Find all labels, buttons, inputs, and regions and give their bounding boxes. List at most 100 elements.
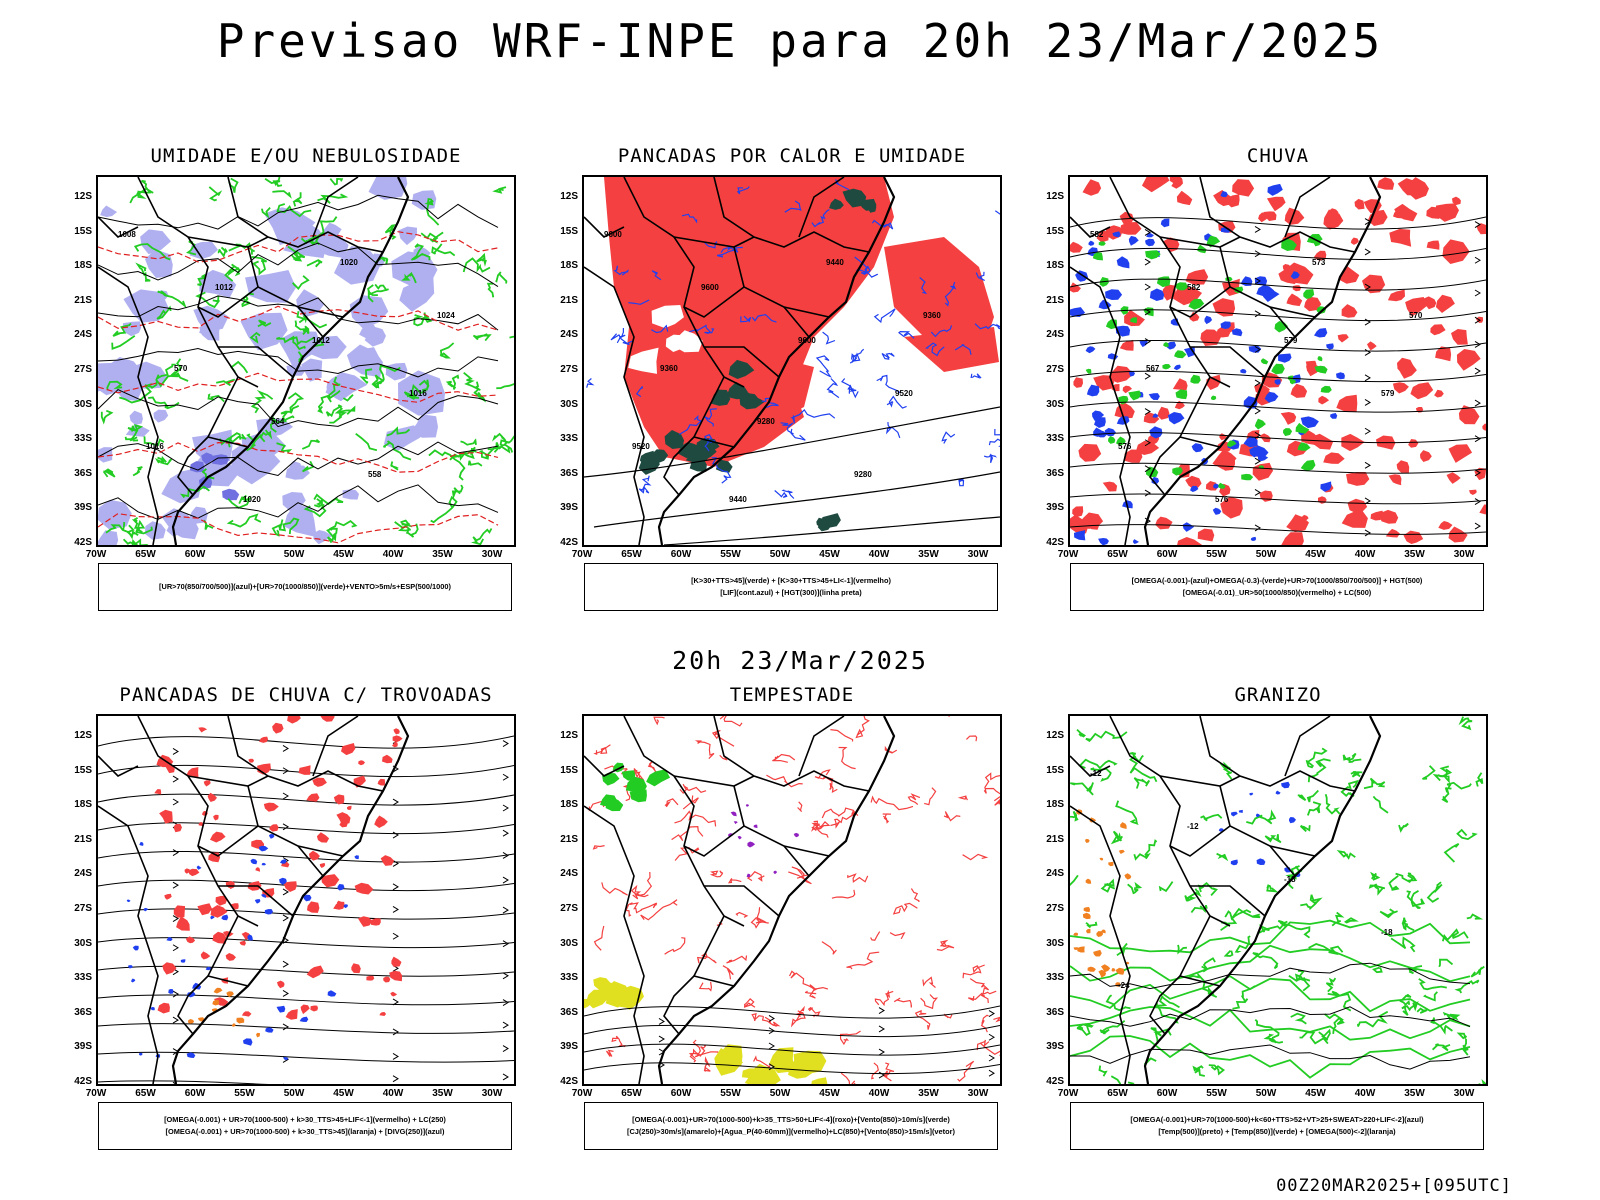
height-300-contours bbox=[584, 406, 1000, 545]
contour-labels: 1008 1012 1012 1016 1016 1020 1020 1024 570 564 55… bbox=[118, 230, 455, 504]
legend-line: [OMEGA(-0.01)_UR>50(1000/850)(vermelho) … bbox=[1182, 588, 1372, 597]
map-canvas: 9600 9600 9600 9520 9520 9440 9440 9360 9360 9280… bbox=[584, 177, 1000, 545]
x-tick-label: 40W bbox=[382, 549, 404, 560]
x-tick-label: 55W bbox=[234, 549, 255, 560]
x-tick-label: 70W bbox=[1057, 1088, 1079, 1099]
contour-label: 1016 bbox=[146, 442, 164, 451]
y-tick-label: 33S bbox=[74, 972, 92, 984]
contour-label: 9440 bbox=[729, 495, 747, 504]
temp-500-contours bbox=[1070, 962, 1471, 1070]
x-tick-label: 50W bbox=[1255, 549, 1277, 560]
x-tick-label: 40W bbox=[382, 1088, 404, 1099]
x-tick-label: 65W bbox=[1107, 549, 1128, 560]
y-tick-label: 30S bbox=[1046, 937, 1064, 949]
contour-label: 9600 bbox=[798, 336, 816, 345]
y-tick-label: 39S bbox=[560, 1041, 578, 1053]
panel-title: GRANIZO bbox=[1234, 684, 1322, 706]
y-tick-label: 12S bbox=[560, 730, 578, 741]
panel-title: UMIDADE E/OU NEBULOSIDADE bbox=[150, 145, 462, 167]
map-plot: -12 -12 -18 -18 -24 bbox=[1068, 714, 1488, 1086]
instability-green-area-3 bbox=[816, 513, 841, 532]
contour-label: 1008 bbox=[118, 230, 136, 239]
model-run-label: 00Z20MAR2025+[095UTC] bbox=[1276, 1176, 1512, 1196]
storm-purple-area bbox=[728, 804, 800, 878]
y-tick-label: 15S bbox=[1046, 225, 1064, 237]
map-plot bbox=[582, 714, 1002, 1086]
contour-label: 9280 bbox=[757, 417, 775, 426]
y-tick-label: 39S bbox=[560, 502, 578, 514]
contour-label: 564 bbox=[271, 417, 285, 426]
y-tick-label: 24S bbox=[1046, 868, 1064, 880]
contour-label: 579 bbox=[1284, 336, 1298, 345]
y-tick-label: 30S bbox=[74, 937, 92, 949]
x-tick-label: 65W bbox=[135, 1088, 156, 1099]
y-tick-label: 12S bbox=[1046, 730, 1064, 741]
rain-red-area bbox=[1070, 177, 1486, 545]
x-tick-label: 45W bbox=[333, 1088, 354, 1099]
y-tick-label: 27S bbox=[74, 903, 92, 914]
legend-line: [OMEGA(-0.001)+UR>70(1000-500)+k<60+TTS>… bbox=[1130, 1115, 1424, 1124]
x-tick-label: 40W bbox=[1354, 1088, 1376, 1099]
x-tick-label: 35W bbox=[432, 549, 453, 560]
x-tick-label: 70W bbox=[85, 549, 107, 560]
contour-label: 9440 bbox=[826, 258, 844, 267]
map-plot: 582 582 579 579 576 576 573 570 567 bbox=[1068, 175, 1488, 547]
x-tick-label: 45W bbox=[1305, 1088, 1326, 1099]
thunder-red-area bbox=[154, 716, 403, 1020]
y-tick-label: 21S bbox=[560, 294, 578, 306]
y-tick-label: 15S bbox=[74, 764, 92, 776]
x-tick-label: 35W bbox=[1404, 549, 1425, 560]
y-tick-label: 18S bbox=[74, 799, 92, 811]
contour-label: 558 bbox=[368, 470, 382, 479]
water-content-contours bbox=[588, 716, 1000, 1084]
y-tick-label: 12S bbox=[560, 191, 578, 202]
x-tick-label: 30W bbox=[481, 549, 503, 560]
contour-label: -12 bbox=[1187, 822, 1199, 831]
map-plot: 9600 9600 9600 9520 9520 9440 9440 9360 9360 9280… bbox=[582, 175, 1002, 547]
main-title: Previsao WRF-INPE para 20h 23/Mar/2025 bbox=[216, 14, 1384, 68]
contour-label: 9520 bbox=[895, 389, 913, 398]
x-tick-label: 50W bbox=[1255, 1088, 1277, 1099]
legend-line: [UR>70(850/700/500)](azul)+[UR>70(1000/8… bbox=[159, 582, 451, 591]
map-plot bbox=[96, 714, 516, 1086]
x-tick-label: 45W bbox=[819, 1088, 840, 1099]
map-plot: 1008 1012 1012 1016 1016 1020 1020 1024 570 564 55… bbox=[96, 175, 516, 547]
map-canvas: 582 582 579 579 576 576 573 570 567 bbox=[1070, 177, 1486, 545]
y-tick-label: 33S bbox=[1046, 433, 1064, 445]
jet-yellow-area bbox=[584, 977, 644, 1010]
contour-label: 9520 bbox=[632, 442, 650, 451]
y-tick-label: 33S bbox=[560, 972, 578, 984]
x-tick-label: 50W bbox=[769, 549, 791, 560]
y-tick-label: 36S bbox=[560, 1006, 578, 1018]
y-tick-label: 24S bbox=[560, 329, 578, 341]
map-canvas: -12 -12 -18 -18 -24 bbox=[1070, 716, 1486, 1084]
y-tick-label: 21S bbox=[74, 833, 92, 845]
y-tick-label: 15S bbox=[74, 225, 92, 237]
legend-line: [OMEGA(-0.001) + UR>70(1000-500) + k>30_… bbox=[165, 1127, 445, 1136]
wind-streamlines bbox=[98, 735, 514, 1084]
map-outline bbox=[98, 716, 410, 1084]
map-canvas bbox=[584, 716, 1000, 1084]
y-tick-label: 42S bbox=[74, 1076, 92, 1087]
y-tick-label: 42S bbox=[1046, 537, 1064, 548]
x-tick-label: 65W bbox=[1107, 1088, 1128, 1099]
y-tick-label: 39S bbox=[1046, 502, 1064, 514]
contour-labels: 9600 9600 9600 9520 9520 9440 9440 9360 9360 9280… bbox=[604, 230, 941, 504]
y-tick-label: 21S bbox=[1046, 833, 1064, 845]
humidity-dark-area bbox=[189, 452, 240, 501]
x-tick-label: 35W bbox=[432, 1088, 453, 1099]
x-tick-label: 70W bbox=[571, 1088, 593, 1099]
y-tick-label: 33S bbox=[560, 433, 578, 445]
contour-label: 582 bbox=[1187, 283, 1201, 292]
legend-line: [CJ(250)>30m/s](amarelo)+[Agua_P(40-60mm… bbox=[627, 1127, 955, 1136]
jet-yellow-area-2 bbox=[714, 1044, 828, 1084]
x-tick-label: 60W bbox=[1156, 549, 1178, 560]
y-tick-label: 36S bbox=[560, 467, 578, 479]
x-tick-label: 45W bbox=[333, 549, 354, 560]
legend-box: [K>30+TTS>45](verde) + [K>30+TTS>45+LI<-… bbox=[584, 563, 998, 611]
y-tick-label: 24S bbox=[560, 868, 578, 880]
x-tick-label: 30W bbox=[967, 549, 989, 560]
x-tick-label: 50W bbox=[283, 549, 305, 560]
x-tick-label: 40W bbox=[1354, 549, 1376, 560]
contour-label: 582 bbox=[1090, 230, 1104, 239]
